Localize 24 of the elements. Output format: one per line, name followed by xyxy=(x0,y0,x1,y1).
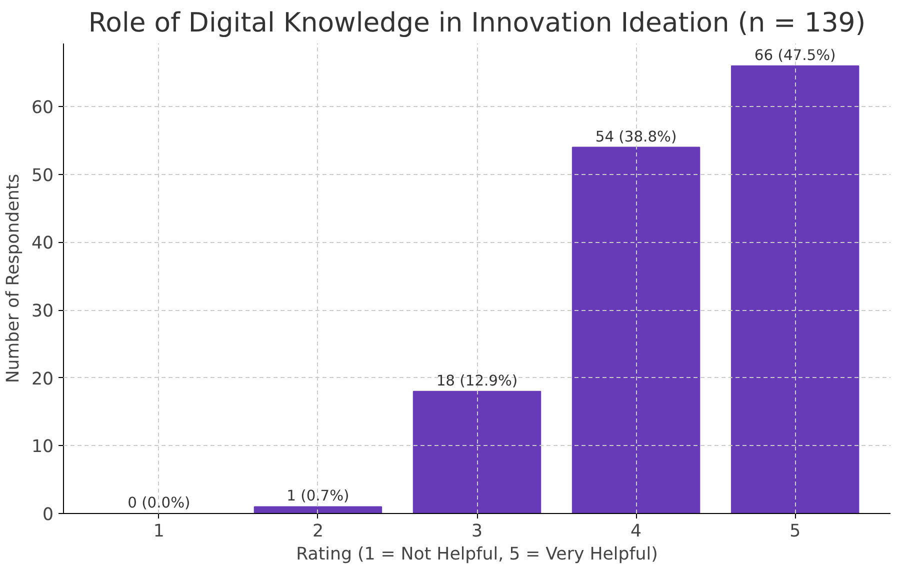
bar xyxy=(254,506,382,514)
y-tick-label: 20 xyxy=(31,369,54,390)
data-label: 54 (38.8%) xyxy=(595,128,677,146)
y-tick-label: 30 xyxy=(31,302,54,322)
x-tick-label: 2 xyxy=(312,522,324,542)
x-tick-label: 3 xyxy=(471,522,483,542)
y-tick-label: 50 xyxy=(31,166,54,186)
x-axis-title: Rating (1 = Not Helpful, 5 = Very Helpful) xyxy=(296,544,658,564)
y-tick-label: 10 xyxy=(31,437,54,458)
bar xyxy=(730,65,860,514)
y-tick-label: 0 xyxy=(42,505,54,525)
data-label: 0 (0.0%) xyxy=(128,494,190,512)
y-tick-label: 60 xyxy=(31,98,54,118)
data-label: 18 (12.9%) xyxy=(436,372,518,390)
x-tick-label: 1 xyxy=(153,522,164,542)
y-tick-label: 40 xyxy=(31,234,54,254)
chart-title: Role of Digital Knowledge in Innovation Ideation (n = 139) xyxy=(88,8,866,38)
data-label: 66 (47.5%) xyxy=(754,46,836,64)
x-tick-label: 5 xyxy=(790,522,801,542)
y-axis-title: Number of Respondents xyxy=(3,174,24,384)
bar xyxy=(572,146,700,514)
bar xyxy=(412,390,542,514)
data-label: 1 (0.7%) xyxy=(286,488,350,505)
x-tick-label: 4 xyxy=(630,522,642,542)
